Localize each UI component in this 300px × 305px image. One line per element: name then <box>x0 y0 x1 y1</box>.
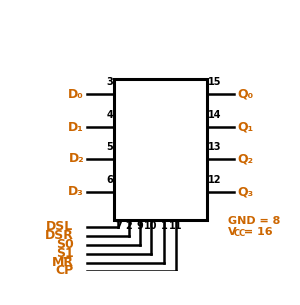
Text: 13: 13 <box>208 142 222 152</box>
Text: MR: MR <box>52 256 74 269</box>
Text: 15: 15 <box>208 77 222 87</box>
Text: 1: 1 <box>161 221 168 231</box>
Text: Q₂: Q₂ <box>238 152 254 165</box>
Text: DSL: DSL <box>46 220 74 233</box>
Text: 11: 11 <box>169 221 183 231</box>
Text: Q₃: Q₃ <box>238 185 254 198</box>
Text: D₀: D₀ <box>68 88 84 101</box>
Text: D₃: D₃ <box>68 185 84 198</box>
Text: 7: 7 <box>115 221 122 231</box>
Text: Q₀: Q₀ <box>238 88 254 101</box>
Text: D₁: D₁ <box>68 120 84 134</box>
Text: Q₁: Q₁ <box>238 120 254 134</box>
Text: D₂: D₂ <box>68 152 84 165</box>
Text: = 16: = 16 <box>240 227 273 236</box>
Text: S0: S0 <box>56 238 74 251</box>
Text: 14: 14 <box>208 110 222 120</box>
Text: 6: 6 <box>106 174 113 185</box>
Text: DSR: DSR <box>45 229 74 242</box>
Bar <box>114 79 207 220</box>
Text: 3: 3 <box>106 77 113 87</box>
Text: 12: 12 <box>208 174 222 185</box>
Text: V: V <box>228 227 237 236</box>
Text: S1: S1 <box>56 247 74 260</box>
Text: CP: CP <box>55 264 74 277</box>
Text: 9: 9 <box>136 221 143 231</box>
Text: CC: CC <box>234 229 246 238</box>
Text: GND = 8: GND = 8 <box>228 216 280 226</box>
Text: 10: 10 <box>144 221 158 231</box>
Text: 5: 5 <box>106 142 113 152</box>
Text: 4: 4 <box>106 110 113 120</box>
Text: 2: 2 <box>125 221 132 231</box>
